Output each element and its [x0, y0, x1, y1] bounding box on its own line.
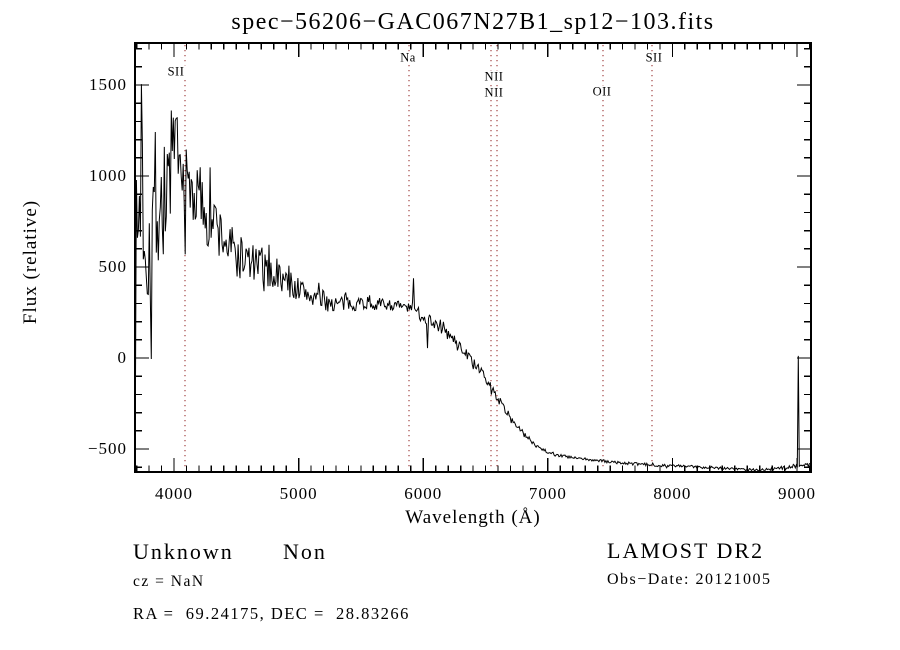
cz-value: cz = NaN — [133, 573, 205, 590]
axis-ticks — [135, 43, 811, 472]
spectrum-line — [135, 84, 811, 472]
x-axis-label: Wavelength (Å) — [405, 507, 541, 528]
class-label: Unknown — [133, 539, 234, 564]
subclass-label: Non — [283, 539, 327, 564]
survey-label: LAMOST DR2 — [607, 538, 765, 563]
obs-date-value: Obs−Date: 20121005 — [607, 571, 772, 588]
plot-frame — [134, 42, 812, 473]
ra-dec-value: RA = 69.24175, DEC = 28.83266 — [133, 604, 410, 623]
plot-title: spec−56206−GAC067N27B1_sp12−103.fits — [231, 9, 715, 35]
spectral-line-markers — [184, 45, 653, 468]
